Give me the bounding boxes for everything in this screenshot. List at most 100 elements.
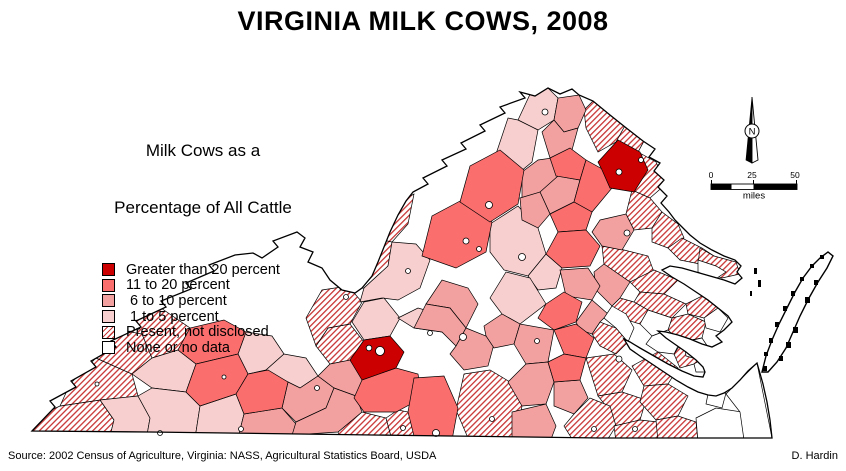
county-shape xyxy=(585,353,633,397)
legend-item-none: None or no data xyxy=(88,340,318,356)
bay-island-speck xyxy=(800,277,804,281)
legend-item-11-20: 11 to 20 percent xyxy=(88,277,318,294)
bay-island-speck xyxy=(786,342,791,348)
legend-item-label: 1 to 5 percent xyxy=(126,308,219,325)
county-shape xyxy=(651,211,685,249)
legend-title-line1: Milk Cows as a xyxy=(145,141,261,160)
author-credit: D. Hardin xyxy=(791,450,838,462)
legend-items: Greater than 20 percent 11 to 20 percent… xyxy=(88,262,318,356)
independent-city-hole xyxy=(375,346,385,356)
county-shape xyxy=(421,199,493,269)
independent-city-hole xyxy=(157,430,163,436)
county-shape xyxy=(235,369,289,415)
legend-item-not-disclosed: Present, not disclosed xyxy=(88,324,318,340)
independent-city-hole xyxy=(365,344,373,352)
county-shape xyxy=(559,267,601,301)
county-shape xyxy=(639,383,689,421)
scale-tick-50: 50 xyxy=(790,170,800,180)
scale-tick-25: 25 xyxy=(747,170,757,180)
bay-island-speck xyxy=(805,297,810,303)
scale-unit-label: miles xyxy=(743,191,765,202)
legend-item-label: None or no data xyxy=(126,339,230,356)
county-shape xyxy=(32,399,115,438)
county-shape xyxy=(549,201,593,233)
independent-city-hole xyxy=(94,381,100,387)
bay-island-speck xyxy=(758,280,761,287)
county-shape xyxy=(547,353,587,383)
independent-city-hole xyxy=(221,374,227,380)
county-shape xyxy=(563,397,617,438)
scale-bar: 0 25 50 miles xyxy=(709,170,800,202)
independent-city-hole xyxy=(534,338,540,344)
independent-city-hole xyxy=(615,355,623,363)
legend-swatch-medium-red xyxy=(102,278,115,292)
bay-island-speck xyxy=(779,356,783,361)
independent-city-hole xyxy=(459,333,467,341)
independent-city-hole xyxy=(400,425,406,431)
bay-island-speck xyxy=(820,255,824,259)
independent-city-hole xyxy=(476,246,482,252)
county-shape xyxy=(305,285,363,347)
county-shape xyxy=(373,193,415,243)
legend-item-label: Greater than 20 percent xyxy=(126,261,280,278)
independent-city-hole xyxy=(518,253,526,261)
bay-island-speck xyxy=(810,264,814,268)
bay-island-speck xyxy=(764,352,768,356)
county-shape xyxy=(537,291,583,331)
legend-item-6-10: 6 to 10 percent xyxy=(88,293,318,309)
independent-city-hole xyxy=(343,294,349,300)
scale-tick-0: 0 xyxy=(709,170,714,180)
bay-island-speck xyxy=(775,322,779,327)
county-shape xyxy=(513,323,555,365)
legend-title: Milk Cows as a Percentage of All Cattle xyxy=(88,103,318,255)
state-outline xyxy=(30,87,773,439)
independent-city-hole xyxy=(489,416,495,422)
bay-island-speck xyxy=(769,338,773,343)
north-arrow: N xyxy=(744,96,760,164)
county-shape xyxy=(519,191,551,229)
county-shape xyxy=(695,407,745,438)
county-shape xyxy=(349,335,405,381)
county-shape xyxy=(289,387,363,438)
city-holes-layer xyxy=(94,108,644,437)
legend-item-gt20: Greater than 20 percent xyxy=(88,262,318,278)
independent-city-hole xyxy=(462,237,470,245)
bay-island-speck xyxy=(763,366,767,371)
county-shape xyxy=(597,139,649,193)
independent-city-hole xyxy=(314,385,320,391)
county-shape xyxy=(545,229,601,269)
independent-city-hole xyxy=(238,426,244,432)
page-title: VIRGINIA MILK COWS, 2008 xyxy=(237,6,609,36)
independent-city-hole xyxy=(623,229,631,237)
legend-swatch-white xyxy=(102,341,115,355)
legend-title-line2: Percentage of All Cattle xyxy=(114,198,292,217)
bay-island-speck xyxy=(754,268,757,274)
independent-city-hole xyxy=(591,426,597,432)
independent-city-hole xyxy=(632,426,638,432)
county-shape xyxy=(407,375,459,438)
independent-city-hole xyxy=(638,157,644,163)
map-legend: Milk Cows as a Percentage of All Cattle … xyxy=(88,103,318,356)
bay-island-speck xyxy=(814,280,818,285)
county-shape xyxy=(459,149,525,223)
county-shape xyxy=(629,269,679,295)
independent-city-hole xyxy=(427,330,433,336)
legend-swatch-pink xyxy=(102,294,115,308)
county-shape xyxy=(639,309,673,337)
source-note: Source: 2002 Census of Agriculture, Virg… xyxy=(8,450,437,462)
county-shape xyxy=(591,213,635,251)
legend-item-1-5: 1 to 5 percent xyxy=(88,309,318,325)
legend-item-label: 6 to 10 percent xyxy=(126,292,227,309)
eastern-shore xyxy=(750,251,834,373)
bay-island-speck xyxy=(783,306,787,311)
eastern-shore-peninsula xyxy=(761,251,834,373)
county-shape xyxy=(553,323,595,359)
legend-item-label: 11 to 20 percent xyxy=(126,277,230,294)
legend-swatch-pale-pink xyxy=(102,310,115,324)
independent-city-hole xyxy=(485,201,493,209)
independent-city-hole xyxy=(405,268,411,274)
bay-island-speck xyxy=(791,291,795,296)
independent-city-hole xyxy=(541,108,549,116)
